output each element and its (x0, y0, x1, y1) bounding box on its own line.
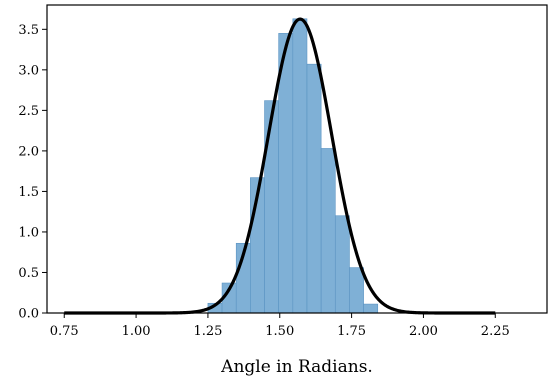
histogram-bar (363, 303, 379, 314)
histogram-bar (306, 63, 322, 314)
x-axis-title: Angle in Radians. (220, 357, 373, 377)
x-tick-label: 2.25 (481, 324, 510, 339)
x-tick-label: 1.50 (265, 324, 294, 339)
x-tick-label: 1.75 (337, 324, 366, 339)
bars-group (207, 18, 379, 314)
y-tick-label: 3.5 (18, 23, 39, 38)
histogram-bar (292, 18, 308, 314)
y-tick-label: 2.0 (18, 144, 39, 159)
y-tick-label: 2.5 (18, 104, 39, 119)
y-tick-label: 1.5 (18, 185, 39, 200)
histogram-bar (349, 267, 364, 314)
x-tick-label: 1.00 (122, 324, 151, 339)
x-tick-label: 0.75 (50, 324, 79, 339)
x-tick-label: 2.00 (409, 324, 438, 339)
histogram-bar (320, 148, 336, 314)
x-axis: 0.75 1.00 1.25 1.50 1.75 2.00 2.25 (50, 313, 510, 339)
y-tick-label: 0.5 (18, 266, 39, 281)
histogram-bar (334, 215, 350, 314)
histogram-bar (264, 100, 279, 314)
axes-frame (46, 4, 548, 314)
y-axis: 0.0 0.5 1.0 1.5 2.0 2.5 3.0 3.5 (18, 23, 47, 322)
y-tick-label: 1.0 (18, 225, 39, 240)
y-tick-label: 3.0 (18, 63, 39, 78)
y-tick-label: 0.0 (18, 307, 39, 322)
x-tick-label: 1.25 (193, 324, 222, 339)
